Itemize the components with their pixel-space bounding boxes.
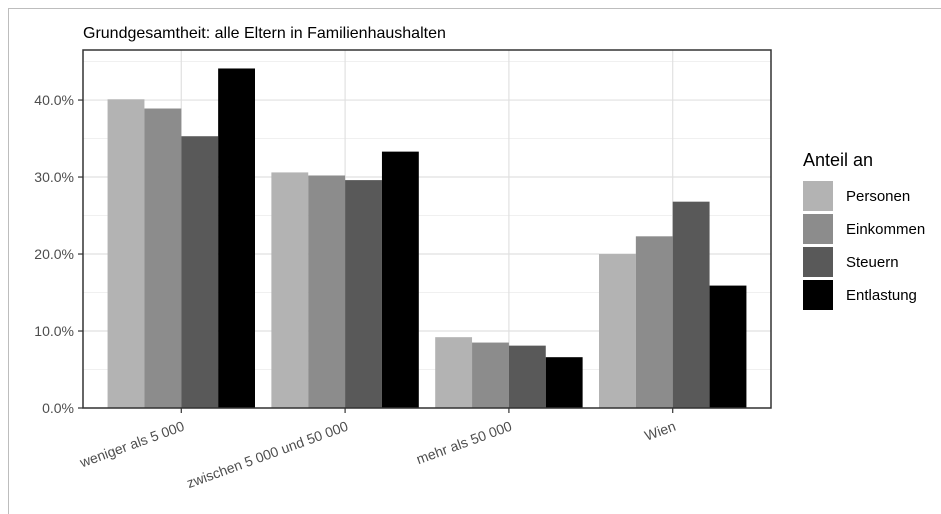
bar-steuern — [181, 136, 219, 408]
legend: Anteil an Personen Einkommen Steuern Entlas… — [803, 150, 925, 310]
legend-key-steuern — [803, 247, 833, 277]
y-tick-label: 0.0% — [42, 400, 74, 416]
bar-einkommen — [144, 108, 182, 408]
bar-einkommen — [472, 342, 509, 408]
bar-entlastung — [709, 285, 747, 408]
legend-label: Personen — [846, 188, 910, 205]
bar-entlastung — [381, 151, 419, 409]
legend-label: Einkommen — [846, 221, 925, 238]
chart-title: Grundgesamtheit: alle Eltern in Familien… — [83, 25, 446, 42]
bar-einkommen — [308, 175, 346, 408]
y-tick-label: 30.0% — [34, 169, 74, 185]
bar-personen — [435, 337, 473, 408]
x-tick-label: Wien — [642, 418, 677, 444]
x-tick-label: weniger als 5 000 — [77, 418, 187, 471]
legend-key-entlastung — [803, 280, 833, 310]
plot-panel-border — [82, 49, 772, 409]
bar-personen — [599, 254, 636, 408]
bar-einkommen — [635, 236, 673, 408]
legend-key-einkommen — [803, 214, 833, 244]
legend-key-personen — [803, 181, 833, 211]
bar-personen — [107, 99, 145, 408]
bar-personen — [271, 172, 309, 408]
bar-steuern — [345, 180, 382, 408]
bars — [107, 68, 747, 409]
bar-steuern — [672, 201, 710, 408]
legend-label: Steuern — [846, 254, 899, 271]
legend-label: Entlastung — [846, 287, 917, 304]
y-tick-label: 20.0% — [34, 246, 74, 262]
bar-entlastung — [218, 68, 255, 408]
y-tick-label: 10.0% — [34, 323, 74, 339]
x-tick-label: mehr als 50 000 — [414, 418, 514, 467]
figure-border-top — [8, 8, 941, 9]
x-tick-label: zwischen 5 000 und 50 000 — [184, 418, 350, 491]
legend-title: Anteil an — [803, 150, 873, 170]
bar-entlastung — [545, 357, 583, 408]
figure-border-left — [8, 8, 9, 514]
y-tick-label: 40.0% — [34, 92, 74, 108]
bar-steuern — [508, 345, 546, 408]
